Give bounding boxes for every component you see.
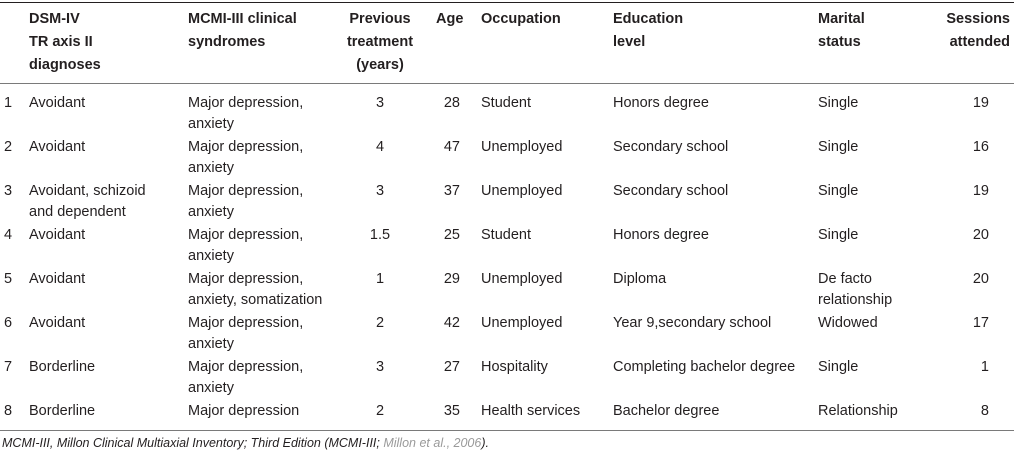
cell-occupation: Unemployed — [481, 315, 563, 331]
cell-education: Bachelor degree — [613, 403, 720, 419]
header-syndromes: MCMI-III clinical syndromes — [188, 11, 297, 50]
cell-sessions: 16 — [972, 139, 989, 155]
cell-treatment: 1 — [375, 271, 385, 287]
header-marital: Marital status — [818, 11, 865, 50]
cell-sessions: 20 — [972, 227, 989, 243]
cell-marital: Single — [818, 183, 859, 199]
table-top-rule — [0, 2, 1014, 3]
header-occupation: Occupation — [481, 11, 561, 27]
cell-occupation: Unemployed — [481, 139, 563, 155]
cell-sessions: 17 — [972, 315, 989, 331]
cell-marital: Relationship — [818, 403, 898, 419]
cell-sessions: 8 — [980, 403, 989, 419]
cell-age: 37 — [443, 183, 460, 199]
cell-occupation: Health services — [481, 403, 581, 419]
cell-age: 35 — [443, 403, 460, 419]
cell-sessions: 20 — [972, 271, 989, 287]
cell-education: Honors degree — [613, 95, 709, 111]
cell-diagnoses: Borderline — [29, 403, 96, 419]
cell-age: 28 — [443, 95, 460, 111]
cell-syndromes: Major depression, anxiety — [188, 227, 304, 264]
cell-diagnoses: Borderline — [29, 359, 96, 375]
cell-age: 25 — [443, 227, 460, 243]
header-treatment: Previous treatment (years) — [346, 11, 414, 73]
cell-diagnoses: Avoidant — [29, 227, 86, 243]
cell-syndromes: Major depression, anxiety — [188, 139, 304, 176]
cell-education: Year 9,secondary school — [613, 315, 772, 331]
cell-id: 4 — [4, 227, 13, 243]
cell-education: Secondary school — [613, 183, 729, 199]
cell-diagnoses: Avoidant — [29, 95, 86, 111]
cell-syndromes: Major depression, anxiety — [188, 315, 304, 352]
cell-education: Diploma — [613, 271, 667, 287]
cell-education: Completing bachelor degree — [613, 359, 796, 375]
cell-age: 29 — [443, 271, 460, 287]
cell-marital: Single — [818, 95, 859, 111]
cell-marital: Widowed — [818, 315, 878, 331]
cell-marital: Single — [818, 359, 859, 375]
cell-education: Secondary school — [613, 139, 729, 155]
cell-sessions: 19 — [972, 95, 989, 111]
footnote-reference-link[interactable]: Millon et al., 2006 — [383, 436, 482, 450]
cell-diagnoses: Avoidant — [29, 271, 86, 287]
cell-syndromes: Major depression, anxiety — [188, 95, 304, 132]
table-bottom-rule — [0, 430, 1014, 431]
footnote-text: MCMI-III, Millon Clinical Multiaxial Inv… — [2, 436, 384, 450]
cell-age: 47 — [443, 139, 460, 155]
cell-treatment: 3 — [375, 95, 385, 111]
cell-marital: De facto relationship — [818, 271, 893, 308]
cell-treatment: 2 — [375, 403, 385, 419]
footnote-end: ). — [481, 436, 489, 450]
cell-occupation: Hospitality — [481, 359, 548, 375]
cell-syndromes: Major depression, anxiety — [188, 183, 304, 220]
table-footnote: MCMI-III, Millon Clinical Multiaxial Inv… — [2, 436, 489, 450]
cell-id: 3 — [4, 183, 13, 199]
cell-id: 5 — [4, 271, 13, 287]
header-age: Age — [436, 11, 464, 27]
cell-occupation: Student — [481, 227, 531, 243]
cell-occupation: Student — [481, 95, 531, 111]
cell-syndromes: Major depression — [188, 403, 300, 419]
cell-id: 1 — [4, 95, 13, 111]
cell-syndromes: Major depression, anxiety, somatization — [188, 271, 323, 308]
cell-marital: Single — [818, 227, 859, 243]
header-sessions: Sessions attended — [946, 11, 1010, 50]
cell-treatment: 4 — [375, 139, 385, 155]
cell-id: 7 — [4, 359, 13, 375]
cell-treatment: 3 — [375, 183, 385, 199]
header-diagnoses: DSM-IV TR axis II diagnoses — [29, 11, 101, 73]
cell-syndromes: Major depression, anxiety — [188, 359, 304, 396]
cell-id: 6 — [4, 315, 13, 331]
cell-diagnoses: Avoidant — [29, 139, 86, 155]
cell-id: 8 — [4, 403, 13, 419]
cell-marital: Single — [818, 139, 859, 155]
cell-id: 2 — [4, 139, 13, 155]
cell-sessions: 19 — [972, 183, 989, 199]
cell-occupation: Unemployed — [481, 183, 563, 199]
cell-sessions: 1 — [980, 359, 989, 375]
cell-treatment: 1.5 — [369, 227, 391, 243]
cell-education: Honors degree — [613, 227, 709, 243]
header-rule — [0, 83, 1014, 84]
cell-treatment: 2 — [375, 315, 385, 331]
cell-treatment: 3 — [375, 359, 385, 375]
cell-age: 27 — [443, 359, 460, 375]
cell-diagnoses: Avoidant — [29, 315, 86, 331]
cell-age: 42 — [443, 315, 460, 331]
cell-occupation: Unemployed — [481, 271, 563, 287]
cell-diagnoses: Avoidant, schizoid and dependent — [29, 183, 146, 220]
header-education: Education level — [613, 11, 684, 50]
